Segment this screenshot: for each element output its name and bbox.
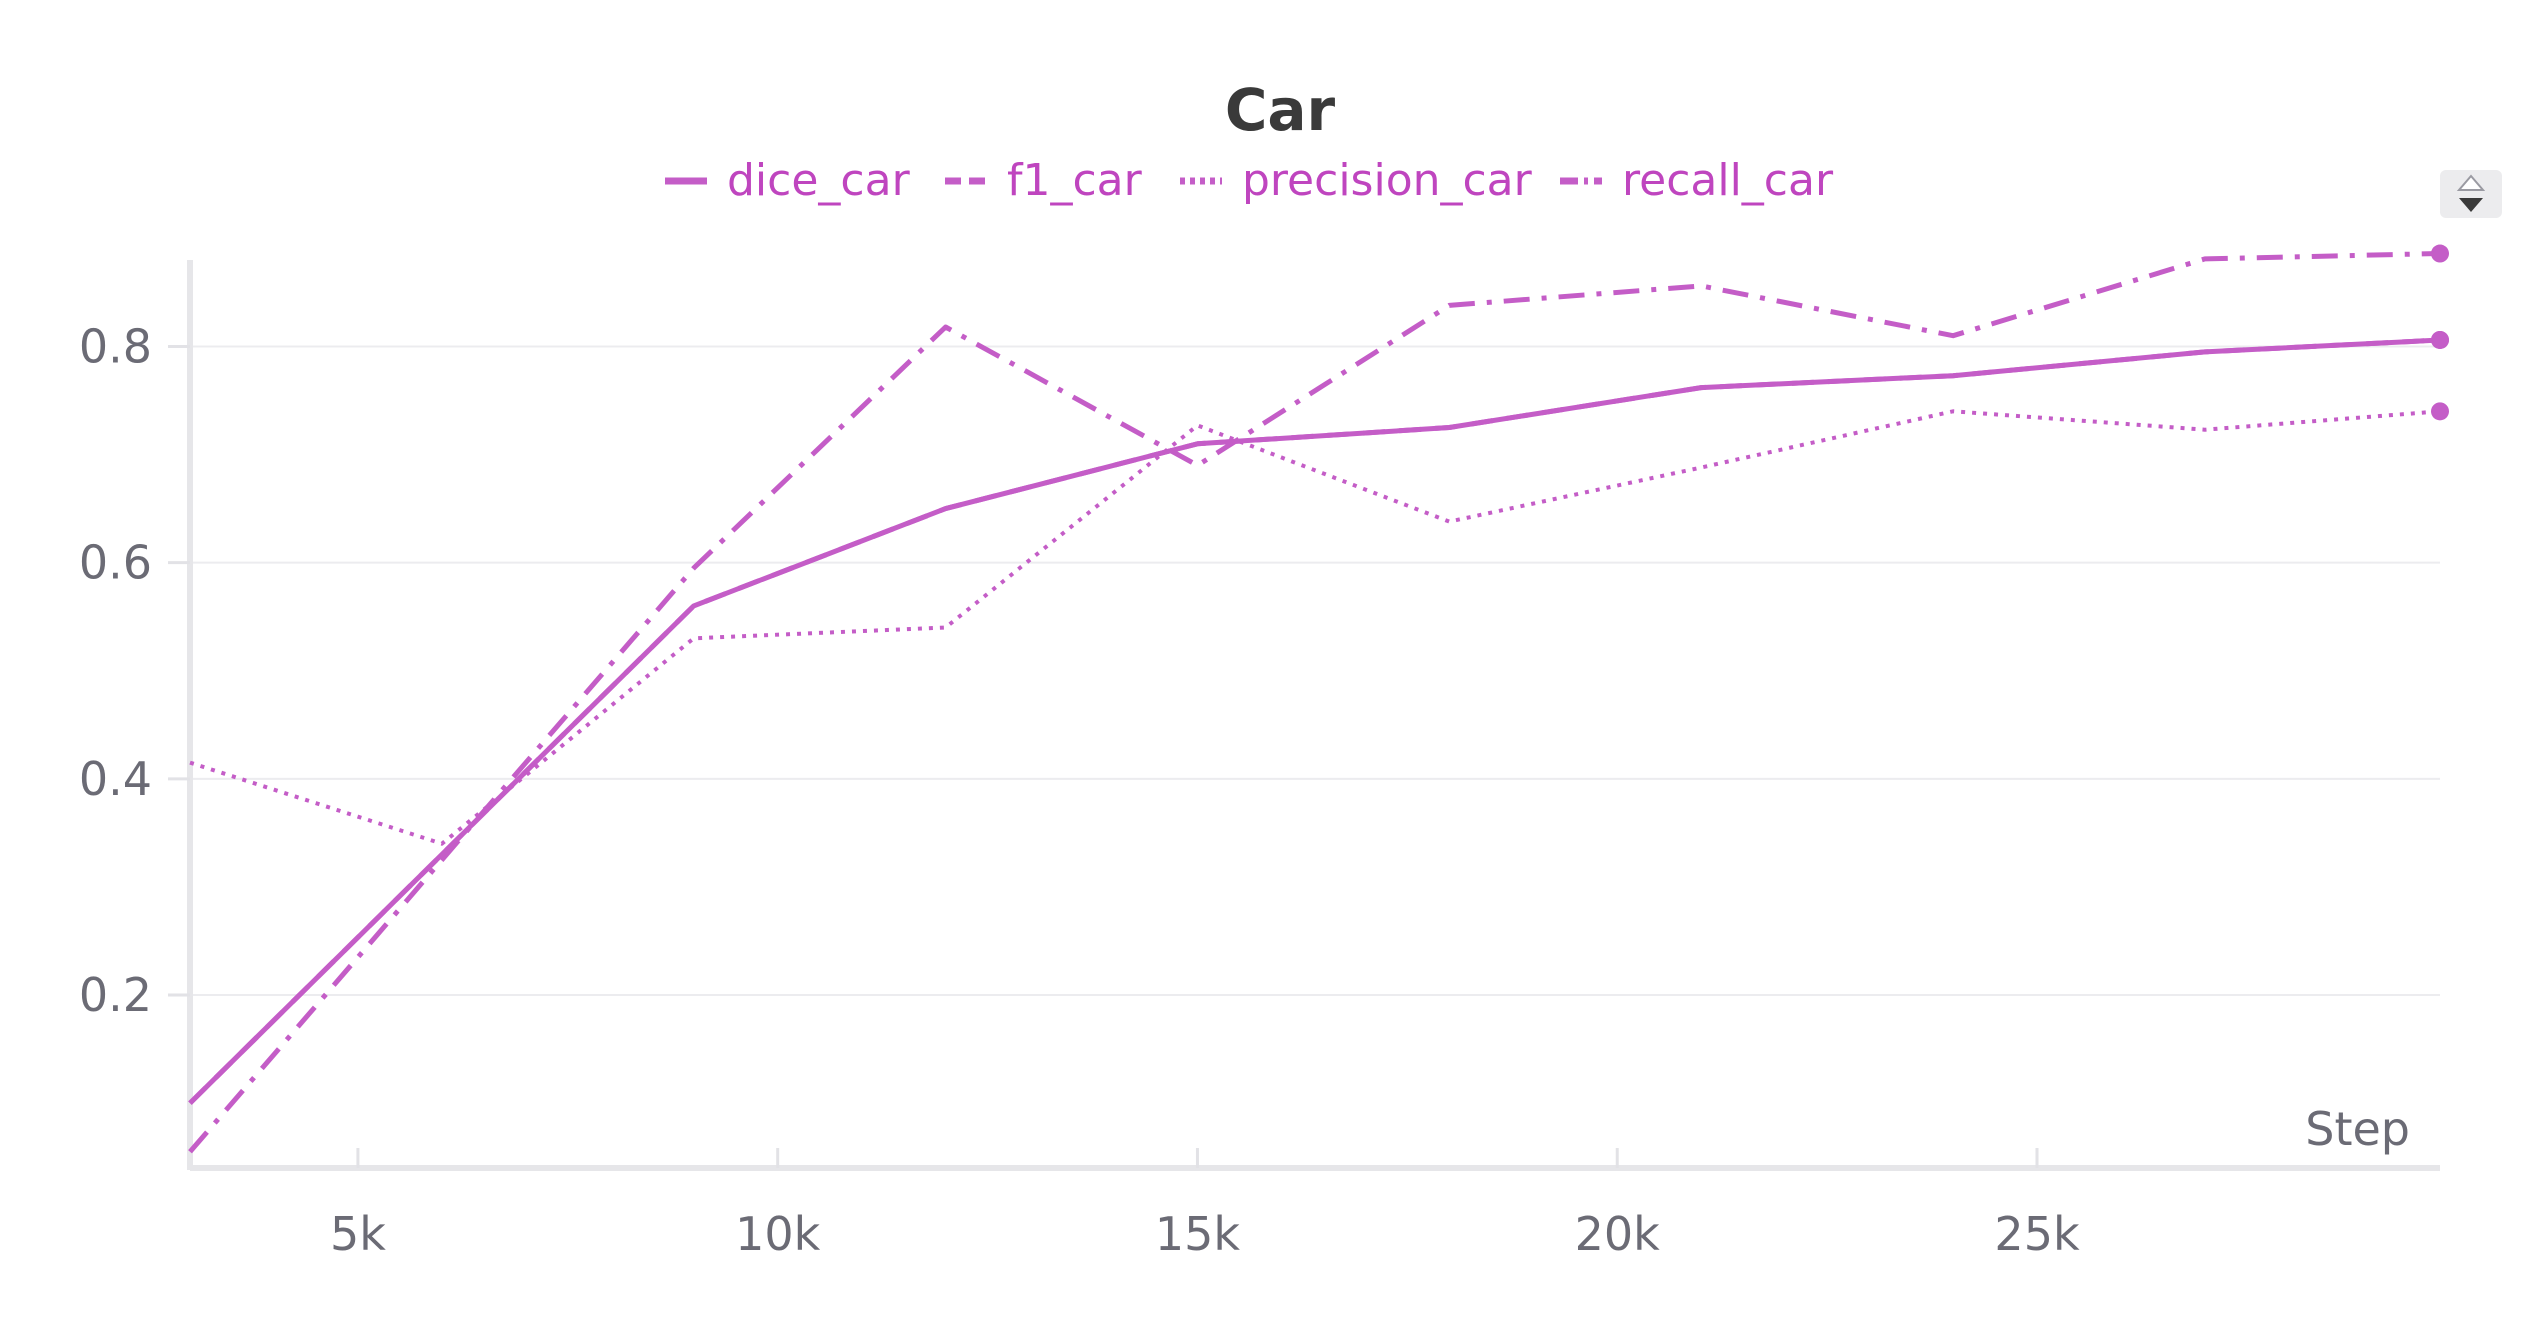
legend-scroll-control[interactable] [2440, 170, 2502, 218]
series-line-f1-car [188, 337, 2441, 1105]
series-endpoint-recall-car [2431, 244, 2449, 263]
grid-lines [190, 345, 2440, 997]
y-tick-label: 0.4 [79, 752, 152, 806]
scroll-down-icon[interactable] [2459, 198, 2483, 212]
x-tick-label: 10k [735, 1207, 821, 1261]
series-endpoint-precision-car [2431, 402, 2449, 421]
y-tick-label: 0.6 [79, 536, 152, 590]
series-line-precision-car [189, 409, 2441, 846]
series-line-recall-car [188, 251, 2441, 1154]
x-tick-label: 15k [1155, 1207, 1241, 1261]
series-endpoint-f1-car [2431, 330, 2449, 349]
x-ticks: 5k 10k 15k 20k 25k [330, 1148, 2080, 1261]
x-axis-label: Step [2305, 1102, 2410, 1156]
legend-label-dice-car[interactable]: dice_car [727, 155, 911, 206]
legend[interactable]: dice_car f1_car precision_car recall_car [665, 155, 1834, 206]
y-tick-label: 0.2 [79, 968, 152, 1022]
x-tick-label: 5k [330, 1207, 386, 1261]
axes [187, 260, 2440, 1171]
y-tick-label: 0.8 [79, 319, 152, 373]
series-line-dice-car [188, 337, 2441, 1105]
y-ticks: 0.2 0.4 0.6 0.8 [79, 319, 190, 1022]
chart-title: Car [1225, 76, 1336, 144]
series-endpoints [2431, 244, 2449, 421]
legend-scroll-background [2440, 170, 2502, 218]
legend-label-f1-car[interactable]: f1_car [1007, 155, 1143, 206]
x-tick-label: 20k [1575, 1207, 1661, 1261]
legend-label-precision-car[interactable]: precision_car [1242, 155, 1533, 206]
legend-label-recall-car[interactable]: recall_car [1622, 155, 1834, 206]
x-tick-label: 25k [1994, 1207, 2080, 1261]
series-lines [188, 251, 2441, 1154]
scroll-up-icon[interactable] [2456, 174, 2486, 191]
